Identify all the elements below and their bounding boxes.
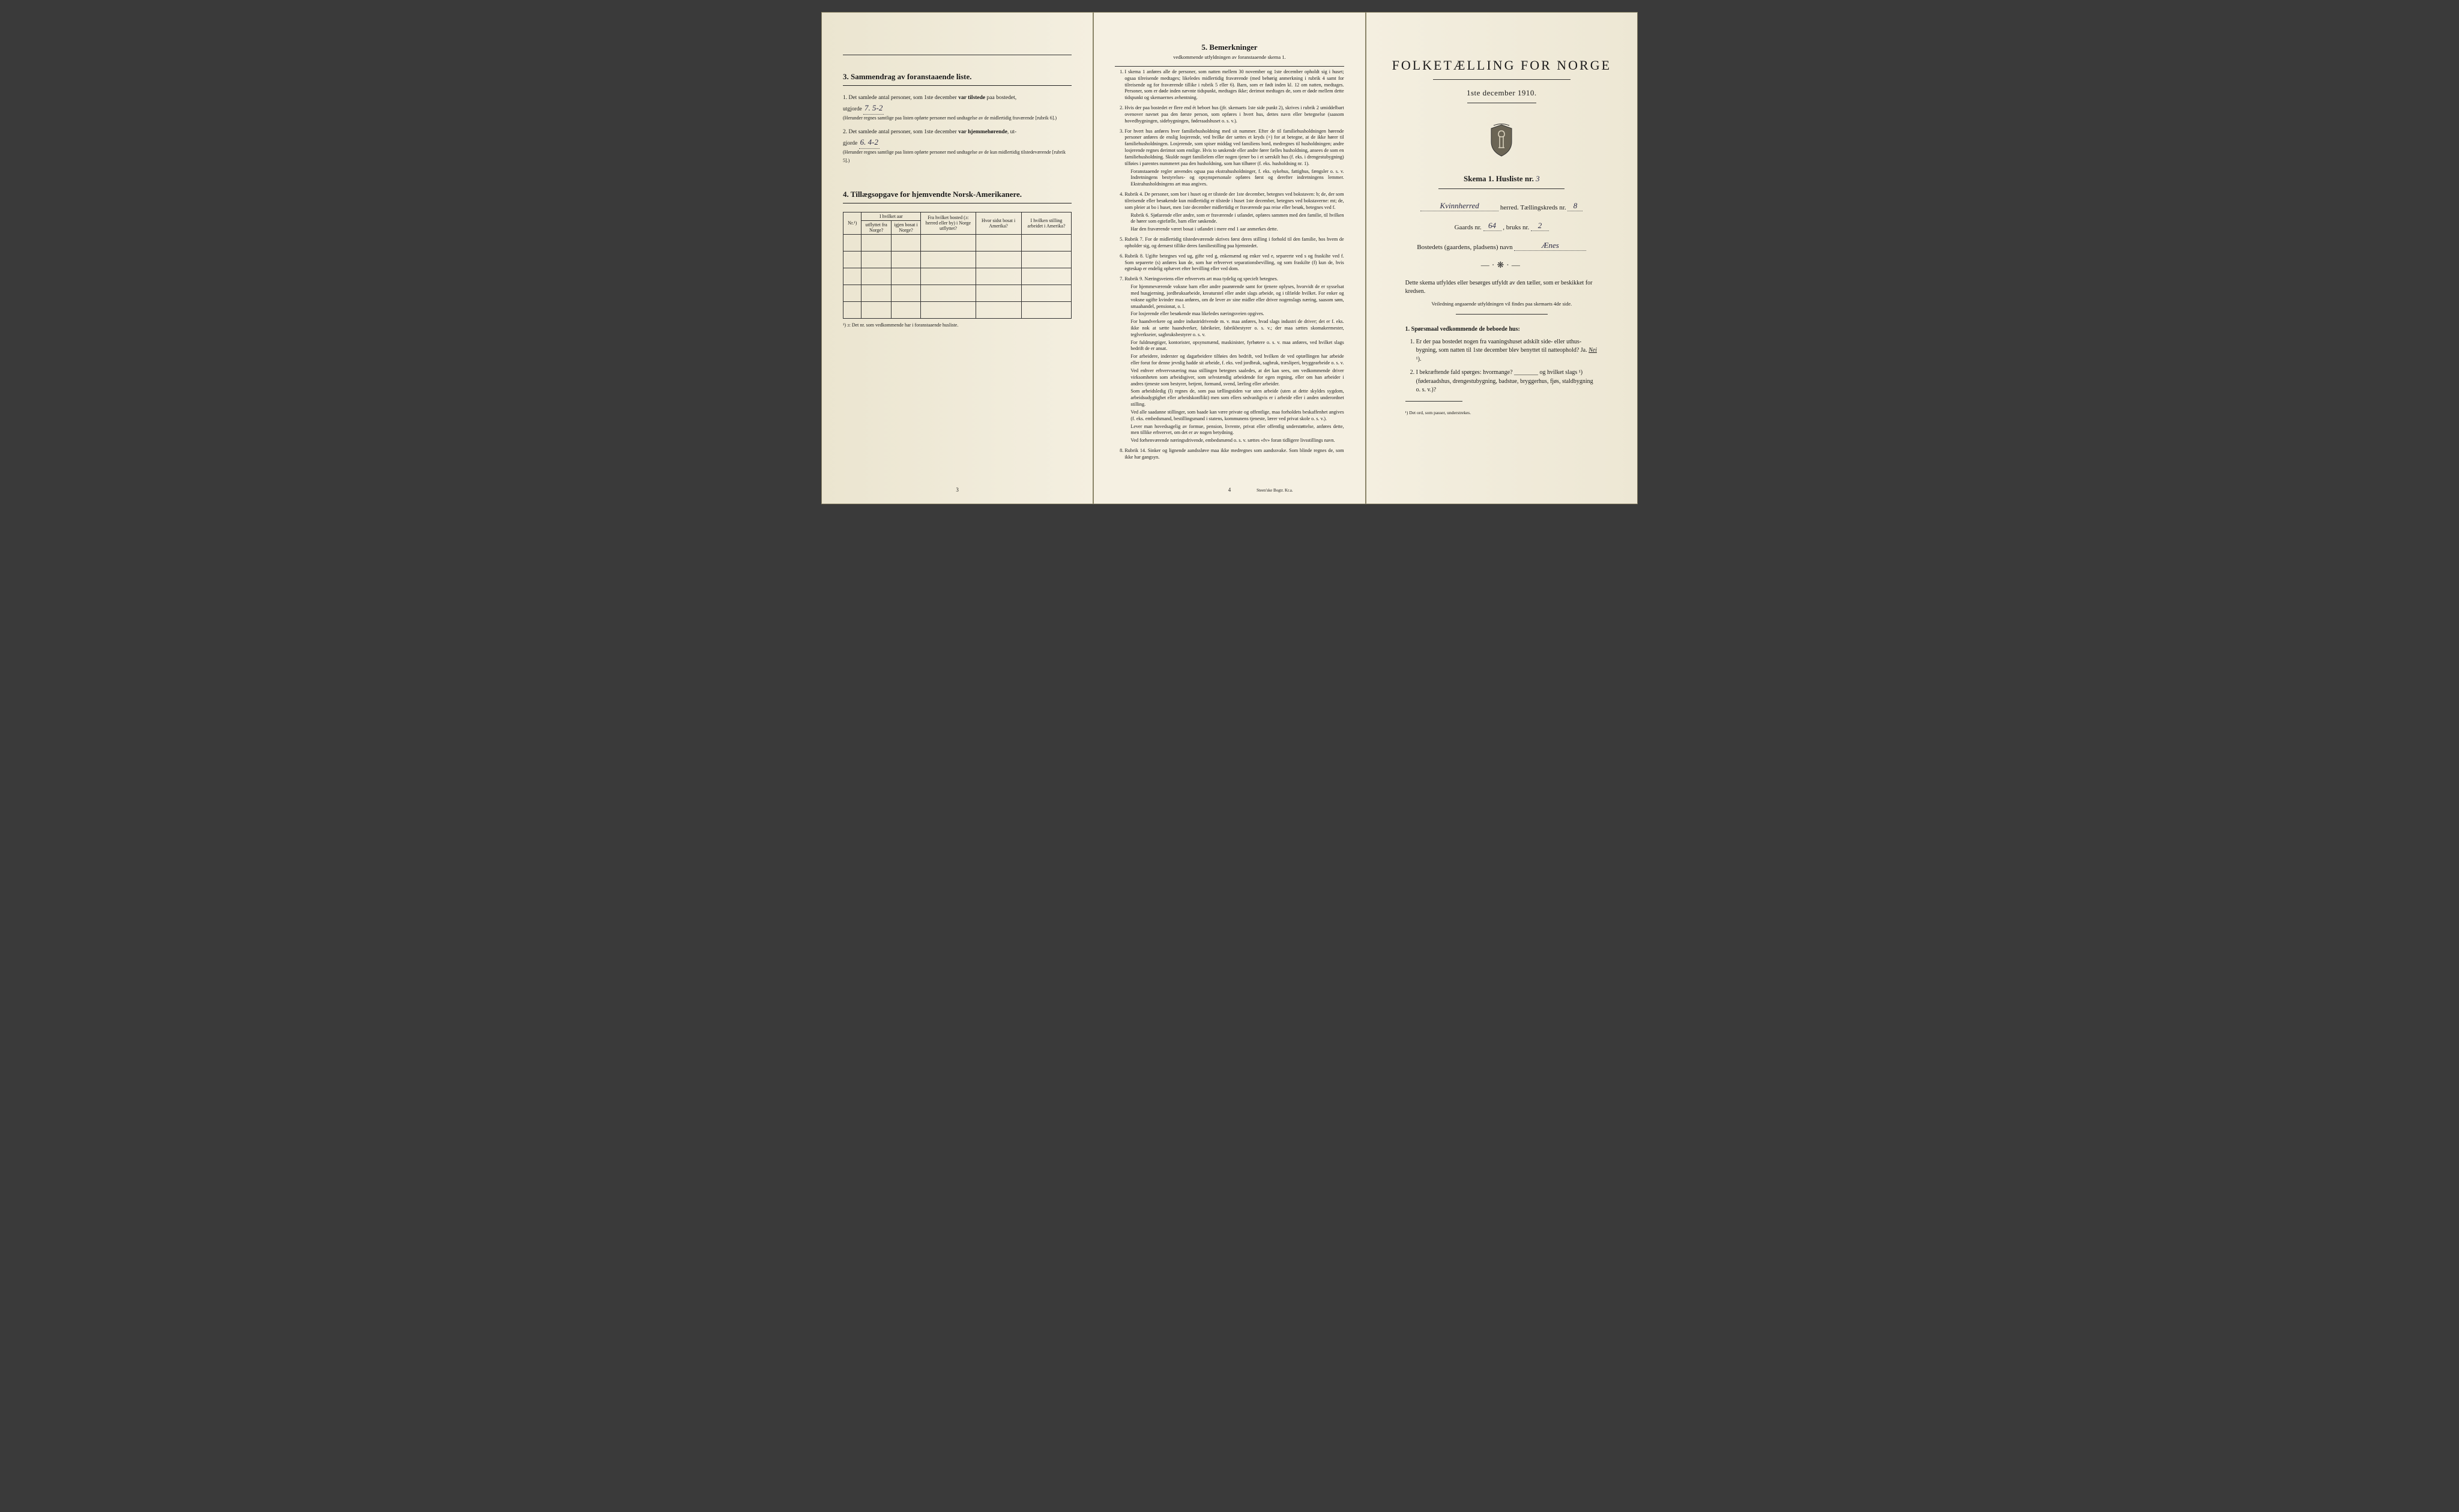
section-3-heading: 3. Sammendrag av foranstaaende liste.: [843, 72, 1072, 82]
table-row: [843, 285, 1072, 301]
instruction-text: Dette skema utfyldes eller besørges utfy…: [1405, 279, 1598, 296]
rule: [1115, 66, 1344, 67]
main-title: FOLKETÆLLING FOR NORGE: [1387, 58, 1616, 73]
bem-item: I skema 1 anføres alle de personer, som …: [1124, 69, 1344, 101]
page-middle: 5. Bemerkninger vedkommende utfyldningen…: [1093, 12, 1365, 504]
kreds-value: 8: [1567, 201, 1583, 211]
form-fields: Kvinnherred herred. Tællingskreds nr. 8 …: [1387, 201, 1616, 251]
col-amerika: Hvor sidst bosat i Amerika?: [976, 212, 1021, 234]
questions-block: 1. Spørsmaal vedkommende de beboede hus:…: [1405, 325, 1598, 395]
sec3-title: Sammendrag av foranstaaende liste.: [851, 72, 972, 81]
question-2: I bekræftende fald spørges: hvormange? _…: [1416, 369, 1598, 395]
bem-item: Rubrik 7. For de midlertidig tilstedevær…: [1124, 236, 1344, 250]
rule: [1433, 79, 1570, 80]
imprint: Steen'ske Bogtr. Kr.a.: [1257, 488, 1293, 493]
husliste-nr: 3: [1536, 174, 1540, 183]
sec4-title: Tillægsopgave for hjemvendte Norsk-Ameri…: [851, 190, 1022, 199]
table-row: [843, 251, 1072, 268]
bruk-value: 2: [1531, 221, 1549, 231]
table-row: [843, 268, 1072, 285]
sec3-num: 3.: [843, 72, 849, 81]
bosted-value: Ænes: [1514, 241, 1586, 251]
tilstede-value: 7. 5-2: [863, 103, 884, 115]
census-date: 1ste december 1910.: [1387, 88, 1616, 98]
bem-item: Rubrik 9. Næringsveiens eller erhvervets…: [1124, 276, 1344, 444]
hjemme-value: 6. 4-2: [859, 137, 880, 149]
page-number: 4: [1228, 487, 1231, 493]
sec3-item1-note: (Herunder regnes samtlige paa listen opf…: [843, 115, 1057, 121]
col-nr: Nr.¹): [843, 212, 861, 234]
col-stilling: I hvilken stilling arbeidet i Amerika?: [1021, 212, 1072, 234]
col-bosat: igjen bosat i Norge?: [891, 220, 920, 234]
sec3-item2: 2. Det samlede antal personer, som 1ste …: [843, 128, 1072, 165]
instruction-sub: Veiledning angaaende utfyldningen vil fi…: [1387, 301, 1616, 307]
answer-nei: Nei: [1589, 347, 1597, 354]
question-heading: 1. Spørsmaal vedkommende de beboede hus:: [1405, 325, 1598, 334]
table-row: [843, 234, 1072, 251]
section-5-heading: 5. Bemerkninger: [1115, 43, 1344, 52]
rule: [843, 85, 1072, 86]
herred-value: Kvinnherred: [1420, 201, 1498, 211]
page-left: 3. Sammendrag av foranstaaende liste. 1.…: [821, 12, 1093, 504]
bem-item: Rubrik 4. De personer, som bor i huset o…: [1124, 191, 1344, 233]
table-row: [843, 301, 1072, 318]
col-aar: I hvilket aar: [861, 212, 921, 220]
page-number: 3: [956, 487, 959, 493]
skema-line: Skema 1. Husliste nr. 3: [1387, 174, 1616, 184]
rule: [1405, 401, 1462, 402]
col-utflyttet: utflyttet fra Norge?: [861, 220, 891, 234]
bemerkninger-list: I skema 1 anføres alle de personer, som …: [1115, 69, 1344, 461]
page-right: FOLKETÆLLING FOR NORGE 1ste december 191…: [1366, 12, 1638, 504]
bem-item: Hvis der paa bostedet er flere end ét be…: [1124, 105, 1344, 124]
gaard-value: 64: [1483, 221, 1501, 231]
sec3-item2-note: (Herunder regnes samtlige paa listen opf…: [843, 149, 1066, 163]
sec4-footnote: ¹) ɔ: Det nr. som vedkommende har i fora…: [843, 322, 1072, 328]
sec3-item1: 1. Det samlede antal personer, som 1ste …: [843, 94, 1072, 122]
bem-item: Rubrik 14. Sinker og lignende aandssløve…: [1124, 448, 1344, 461]
coat-of-arms-icon: [1488, 124, 1515, 157]
section-4-heading: 4. Tillægsopgave for hjemvendte Norsk-Am…: [843, 190, 1072, 199]
section-5-sub: vedkommende utfyldningen av foranstaaend…: [1115, 54, 1344, 60]
rule: [1438, 188, 1564, 189]
sec4-num: 4.: [843, 190, 849, 199]
ornament-icon: ―·❋·―: [1387, 261, 1616, 271]
page3-footnote: ¹) Det ord, som passer, understrekes.: [1405, 410, 1598, 415]
bem-item: Rubrik 8. Ugifte betegnes ved ug, gifte …: [1124, 253, 1344, 273]
rule: [1456, 314, 1548, 315]
question-1: Er der paa bostedet nogen fra vaaningshu…: [1416, 338, 1598, 364]
amerikanere-table: Nr.¹) I hvilket aar Fra hvilket bosted (…: [843, 212, 1072, 319]
col-bosted: Fra hvilket bosted (ɔ: herred eller by) …: [921, 212, 976, 234]
bem-item: For hvert hus anføres hver familiehushol…: [1124, 128, 1344, 188]
